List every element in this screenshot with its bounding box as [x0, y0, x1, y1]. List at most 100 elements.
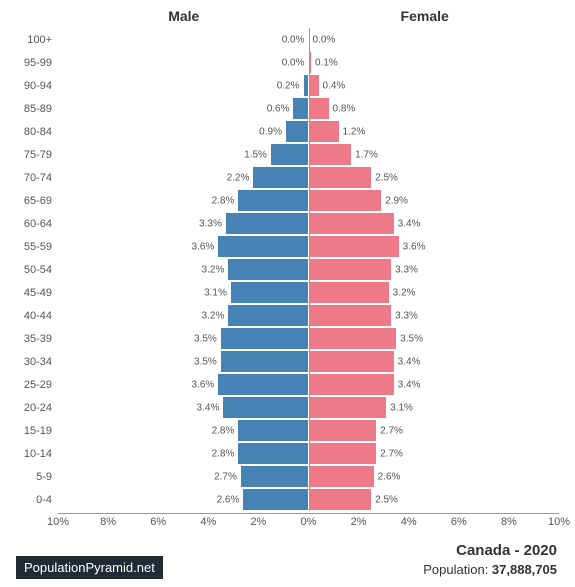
- x-axis: 10%8%6%4%2%0%2%4%6%8%10%: [58, 513, 559, 535]
- male-value: 2.7%: [214, 471, 237, 482]
- x-tick: 2%: [250, 516, 266, 528]
- female-bar: [309, 235, 399, 258]
- female-bar: [309, 350, 394, 373]
- male-bar: [293, 97, 308, 120]
- male-bar: [221, 350, 309, 373]
- female-bar: [309, 488, 372, 511]
- age-group-label: 95-99: [8, 57, 52, 69]
- male-value: 2.6%: [217, 494, 240, 505]
- male-value: 0.0%: [282, 57, 305, 68]
- male-value: 1.5%: [244, 149, 267, 160]
- age-group-label: 15-19: [8, 425, 52, 437]
- age-group-label: 10-14: [8, 448, 52, 460]
- female-value: 3.6%: [403, 241, 426, 252]
- female-bar: [309, 166, 372, 189]
- female-value: 1.7%: [355, 149, 378, 160]
- female-value: 2.5%: [375, 172, 398, 183]
- gender-headers: Male Female: [58, 8, 559, 28]
- male-value: 0.0%: [282, 34, 305, 45]
- male-bar: [226, 212, 309, 235]
- male-bar: [238, 419, 308, 442]
- female-bar: [309, 212, 394, 235]
- male-bar: [243, 488, 308, 511]
- x-tick: 10%: [548, 516, 570, 528]
- female-bar: [309, 281, 389, 304]
- male-bar: [228, 258, 308, 281]
- male-value: 2.8%: [212, 448, 235, 459]
- female-bar: [309, 189, 382, 212]
- female-value: 2.7%: [380, 448, 403, 459]
- female-bar: [309, 143, 352, 166]
- age-group-label: 5-9: [8, 471, 52, 483]
- female-bar: [309, 396, 387, 419]
- male-value: 3.4%: [197, 402, 220, 413]
- female-bar: [309, 419, 377, 442]
- female-bar: [309, 327, 397, 350]
- female-header: Female: [401, 8, 449, 24]
- age-group-label: 25-29: [8, 379, 52, 391]
- chart-footer: PopulationPyramid.net Canada - 2020 Popu…: [8, 535, 567, 587]
- female-value: 3.3%: [395, 264, 418, 275]
- female-bar: [309, 442, 377, 465]
- female-value: 3.4%: [398, 356, 421, 367]
- male-value: 2.2%: [227, 172, 250, 183]
- pyramid-rows: 100+0.0%0.0%95-990.0%0.1%90-940.2%0.4%85…: [58, 28, 559, 511]
- female-bar: [309, 97, 329, 120]
- male-bar: [238, 189, 308, 212]
- age-group-label: 65-69: [8, 195, 52, 207]
- female-bar: [309, 120, 339, 143]
- female-value: 0.1%: [315, 57, 338, 68]
- population-label: Population:: [423, 562, 492, 577]
- male-bar: [286, 120, 309, 143]
- x-tick: 0%: [301, 516, 317, 528]
- x-tick: 8%: [501, 516, 517, 528]
- female-value: 3.3%: [395, 310, 418, 321]
- male-bar: [218, 373, 308, 396]
- female-value: 2.7%: [380, 425, 403, 436]
- female-value: 0.4%: [323, 80, 346, 91]
- female-value: 3.1%: [390, 402, 413, 413]
- age-group-label: 40-44: [8, 310, 52, 322]
- center-axis-line: [309, 28, 310, 511]
- age-group-label: 75-79: [8, 149, 52, 161]
- female-value: 3.4%: [398, 218, 421, 229]
- female-bar: [309, 373, 394, 396]
- age-group-label: 45-49: [8, 287, 52, 299]
- age-group-label: 35-39: [8, 333, 52, 345]
- male-value: 2.8%: [212, 425, 235, 436]
- age-group-label: 70-74: [8, 172, 52, 184]
- x-tick: 2%: [351, 516, 367, 528]
- female-value: 1.2%: [343, 126, 366, 137]
- age-group-label: 55-59: [8, 241, 52, 253]
- female-bar: [309, 74, 319, 97]
- chart-meta: Canada - 2020 Population: 37,888,705: [423, 541, 557, 579]
- male-value: 3.5%: [194, 356, 217, 367]
- male-value: 3.6%: [192, 241, 215, 252]
- country-year: Canada - 2020: [423, 541, 557, 561]
- age-group-label: 90-94: [8, 80, 52, 92]
- x-tick: 6%: [150, 516, 166, 528]
- male-bar: [221, 327, 309, 350]
- male-bar: [238, 442, 308, 465]
- x-tick: 8%: [100, 516, 116, 528]
- male-bar: [271, 143, 309, 166]
- male-value: 0.2%: [277, 80, 300, 91]
- age-group-label: 50-54: [8, 264, 52, 276]
- male-value: 3.6%: [192, 379, 215, 390]
- female-value: 0.8%: [333, 103, 356, 114]
- age-group-label: 100+: [8, 34, 52, 46]
- male-bar: [241, 465, 309, 488]
- male-value: 0.6%: [267, 103, 290, 114]
- age-group-label: 20-24: [8, 402, 52, 414]
- female-value: 3.2%: [393, 287, 416, 298]
- female-value: 0.0%: [313, 34, 336, 45]
- source-badge: PopulationPyramid.net: [16, 556, 163, 579]
- male-bar: [253, 166, 308, 189]
- female-value: 2.6%: [378, 471, 401, 482]
- male-bar: [228, 304, 308, 327]
- female-value: 3.5%: [400, 333, 423, 344]
- female-bar: [309, 465, 374, 488]
- x-tick: 4%: [401, 516, 417, 528]
- population-pyramid-chart: Male Female 100+ 0.0% 0.0% 95-99 0.0% 0.1% 90-…: [0, 0, 575, 581]
- age-group-label: 30-34: [8, 356, 52, 368]
